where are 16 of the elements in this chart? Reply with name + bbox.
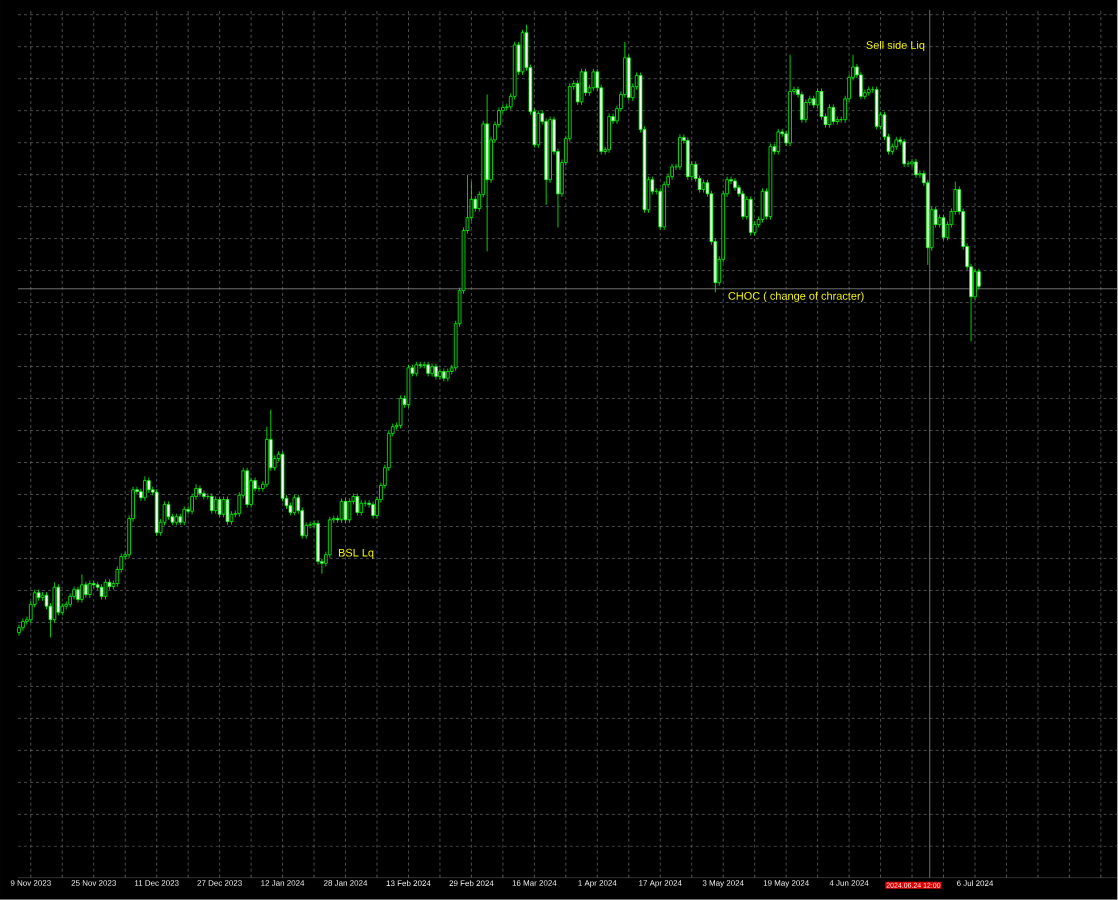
candlestick [591, 68, 596, 92]
candlestick [343, 498, 348, 524]
candlestick [209, 493, 214, 515]
candlestick [80, 574, 84, 604]
candlestick [198, 485, 202, 498]
candlestick [221, 496, 226, 518]
candlestick [166, 501, 171, 521]
annotation: Sell side Liq [866, 41, 925, 52]
annotation: CHOC ( change of chracter) [728, 291, 864, 303]
candlestick [143, 476, 147, 502]
annotation: BSL Lq [338, 548, 374, 559]
candlestick [438, 368, 442, 381]
candlestick [442, 368, 446, 382]
candlestick [902, 138, 906, 168]
candlestick [21, 618, 25, 632]
candlestick [914, 158, 918, 179]
